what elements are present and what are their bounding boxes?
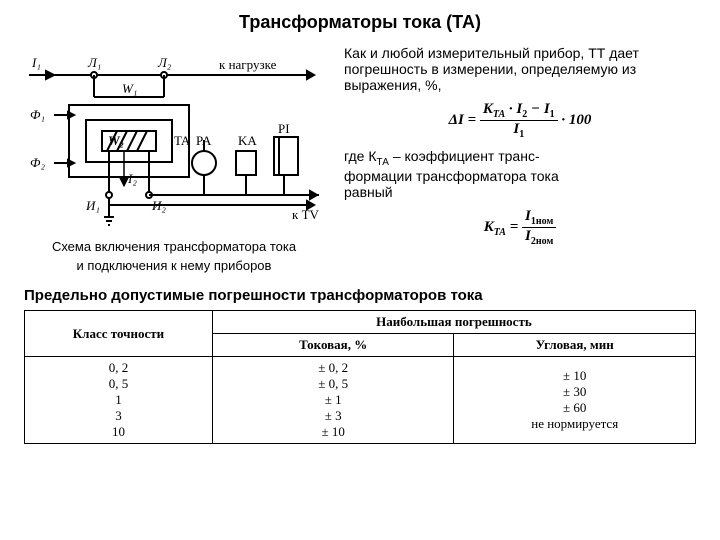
lbl-L2: Л₂ [157, 55, 172, 70]
table-title: Предельно допустимые погрешности трансфо… [24, 287, 696, 304]
lbl-TA: TA [174, 133, 191, 148]
lbl-F2: Ф₂ [30, 155, 45, 170]
lbl-load: к нагрузке [219, 57, 277, 72]
lbl-L1: Л₁ [87, 55, 101, 70]
lbl-PI: PI [278, 121, 290, 136]
th-angle: Угловая, мин [454, 334, 696, 357]
table-row: 0, 20, 51310± 0, 2± 0, 5± 1± 3± 10± 10± … [25, 357, 696, 444]
th-current: Токовая, % [212, 334, 454, 357]
lbl-F1: Ф₁ [30, 107, 45, 122]
lbl-W2: W₂ [108, 133, 124, 148]
lbl-i2: I₂ [127, 171, 137, 186]
lbl-I2b: И₂ [151, 198, 166, 213]
th-class: Класс точности [25, 311, 213, 357]
formula-kta: KTA = I1номI2ном [344, 208, 696, 247]
formula-delta-i: ΔI = KTA · I2 − I1I1 · 100 [344, 101, 696, 140]
lbl-KA: KA [238, 133, 257, 148]
lbl-kTV: к TV [292, 207, 320, 222]
intro-text: Как и любой измерительный прибор, ТТ дае… [344, 45, 696, 93]
lbl-PA: PA [196, 133, 212, 148]
circuit-diagram: I₁ Л₁ Л₂ к нагрузке W₁ W₂ Ф₁ Ф₂ TA PA KA… [24, 45, 324, 235]
lbl-I1b: И₁ [85, 198, 100, 213]
lbl-I1: I₁ [31, 55, 41, 70]
page-title: Трансформаторы тока (ТА) [24, 12, 696, 33]
explain-text: где КТА – коэффициент транс-формации тра… [344, 148, 696, 200]
diagram-caption-1: Схема включения трансформатора тока [24, 239, 324, 254]
lbl-W1: W₁ [122, 81, 137, 96]
diagram-caption-2: и подключения к нему приборов [24, 258, 324, 273]
accuracy-table: Класс точности Наибольшая погрешность То… [24, 310, 696, 444]
th-error: Наибольшая погрешность [212, 311, 695, 334]
